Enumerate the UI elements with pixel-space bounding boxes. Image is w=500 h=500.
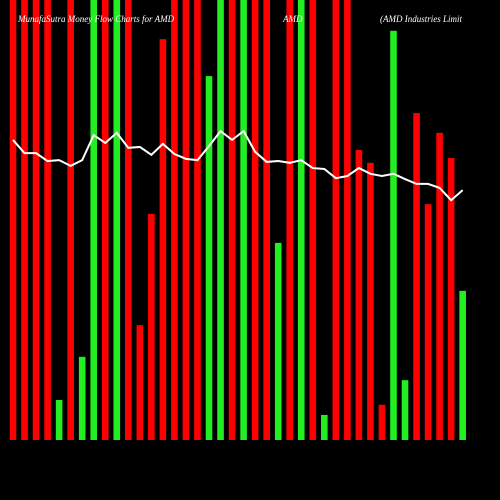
bar xyxy=(286,0,294,440)
bar xyxy=(297,0,305,440)
chart-subtitle: AMD xyxy=(282,14,303,24)
bar xyxy=(401,380,409,440)
bar xyxy=(90,0,98,440)
bar xyxy=(263,0,270,440)
bar xyxy=(205,76,213,441)
bar xyxy=(21,0,28,440)
money-flow-line xyxy=(12,129,464,202)
bar xyxy=(113,0,121,440)
bar xyxy=(217,0,224,440)
bar xyxy=(459,290,466,440)
bar xyxy=(101,0,109,440)
bar xyxy=(44,0,51,440)
bar xyxy=(9,0,17,440)
bar xyxy=(390,30,397,441)
chart-title: MunafaSutra Money Flow Charts for AMD xyxy=(17,14,175,24)
bar xyxy=(447,157,455,440)
bar xyxy=(240,0,247,440)
bar xyxy=(367,162,374,441)
bar xyxy=(182,0,190,440)
bar xyxy=(67,0,74,440)
bar xyxy=(159,39,167,440)
bar xyxy=(136,325,144,440)
bar xyxy=(378,404,386,440)
bar xyxy=(148,213,155,440)
bar xyxy=(436,132,443,440)
bar xyxy=(125,0,132,440)
bar xyxy=(309,0,317,440)
bar xyxy=(321,414,328,440)
bar xyxy=(55,399,63,440)
bar xyxy=(355,150,363,441)
company-name: (AMD Industries Limit xyxy=(380,14,462,24)
bar xyxy=(78,356,86,440)
bar xyxy=(413,113,420,440)
marks xyxy=(9,0,466,441)
bar xyxy=(424,204,432,440)
bar xyxy=(251,0,259,440)
bar xyxy=(332,0,340,440)
bar xyxy=(194,0,201,440)
bar xyxy=(344,0,351,440)
bar xyxy=(32,0,40,440)
bar xyxy=(171,0,178,440)
bar xyxy=(228,0,236,440)
bar xyxy=(274,242,282,440)
